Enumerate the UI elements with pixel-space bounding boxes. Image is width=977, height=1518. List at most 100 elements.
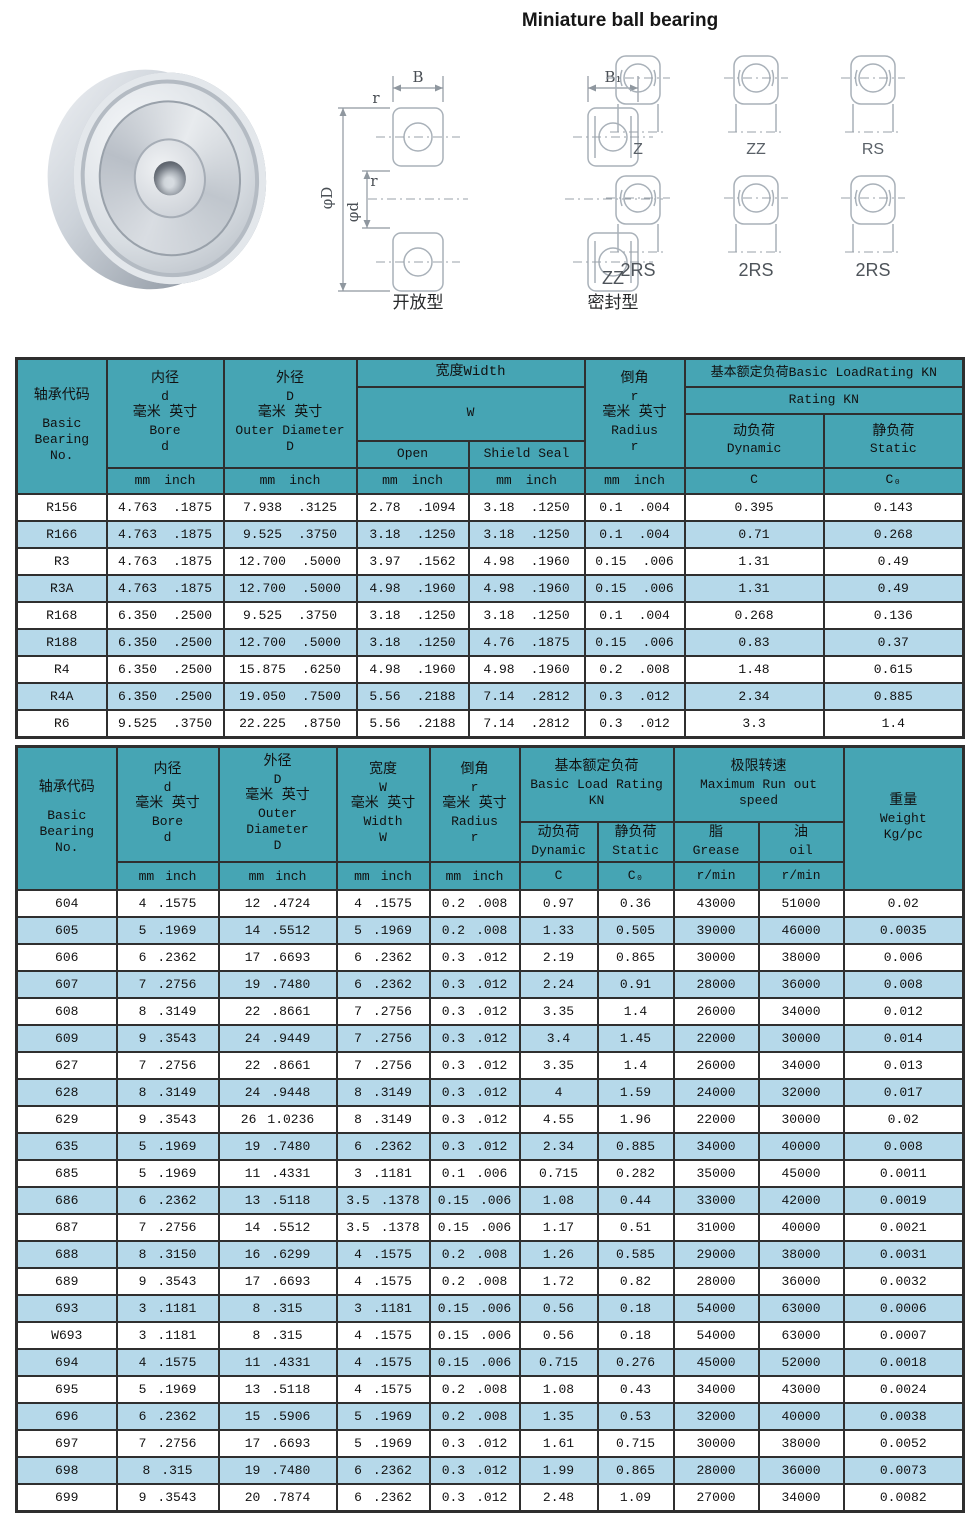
variant-icon-2rs-3: 2RS	[841, 175, 905, 280]
cell: 9.525.3750	[222, 519, 358, 549]
cell: 3.4	[518, 1024, 599, 1053]
cell: 11.4331	[217, 1159, 338, 1188]
label: Radius	[451, 813, 498, 829]
cell: 22.8661	[217, 997, 338, 1026]
cell: R6	[15, 708, 108, 738]
col-outer-diameter: 外径 D 毫米 英寸 Outer Diameter D	[222, 357, 358, 469]
label: Kg/pc	[883, 827, 923, 842]
cell: 9.525.3750	[105, 708, 225, 738]
cell: 4.98.1960	[467, 573, 586, 603]
label: W	[466, 405, 475, 421]
cell: 0.3.012	[428, 1051, 521, 1080]
cell: 11.4331	[217, 1348, 338, 1377]
cell: 7.2756	[335, 997, 431, 1026]
cell: 0.37	[822, 627, 965, 657]
label: Maximum Run out	[699, 776, 818, 792]
cell: 30000	[757, 1024, 845, 1053]
label: Basic Load Rating	[530, 776, 663, 792]
label: 静负荷	[614, 825, 657, 842]
cell: 17.6693	[217, 1267, 338, 1296]
label: 动负荷	[733, 423, 776, 440]
cell: 19.7480	[217, 1456, 338, 1485]
col-static: 静负荷 Static	[596, 821, 675, 863]
units-cell: r/min	[757, 861, 845, 891]
page-title: Miniature ball bearing	[521, 10, 719, 31]
cell: 0.3.012	[428, 1105, 521, 1134]
cell: 0.1.004	[583, 600, 686, 630]
label: Bore	[151, 813, 184, 829]
cell: 7.2756	[335, 1051, 431, 1080]
cell: 3.18.1250	[467, 492, 586, 522]
cell: 54000	[672, 1294, 760, 1323]
cell: 13.5118	[217, 1186, 338, 1215]
label: 轴承代码	[38, 780, 95, 797]
table-row: R6 9.525.3750 22.225.8750 5.56.2188 7.14.281…	[15, 708, 965, 738]
cell: 22000	[672, 1024, 760, 1053]
cell: 0.0011	[842, 1159, 965, 1188]
cell: 24.9449	[217, 1024, 338, 1053]
label: d	[161, 438, 169, 454]
label: d	[163, 829, 172, 845]
label: 基本额定负荷Basic LoadRating KN	[710, 364, 937, 380]
cell: 19.7480	[217, 1132, 338, 1161]
cell: 5.1969	[115, 916, 220, 945]
label: 毫米 英寸	[602, 405, 667, 422]
cell: 0.02	[842, 889, 965, 918]
label: 动负荷	[537, 825, 580, 842]
cell: R166	[15, 519, 108, 549]
cell: 26 1.0236	[217, 1105, 338, 1134]
cell: 0.56	[518, 1294, 599, 1323]
cell: 5.56.2188	[355, 681, 470, 711]
table-row: R168 6.350.2500 9.525.3750 3.18.1250 3.18.12…	[15, 600, 965, 630]
label: Basic	[42, 415, 82, 431]
col-radius: 倒角 r 毫米 英寸 Radius r	[428, 745, 521, 863]
table-row: R3 4.763.1875 12.700.5000 3.97.1562 4.98.196…	[15, 546, 965, 576]
cell: 4.76.1875	[467, 627, 586, 657]
cell: 45000	[672, 1348, 760, 1377]
label: 内径	[151, 371, 179, 388]
label: D	[286, 388, 294, 404]
cell: 3.1181	[115, 1294, 220, 1323]
cell: 0.0006	[842, 1294, 965, 1323]
cell: 19.7480	[217, 970, 338, 999]
cell: 0.143	[822, 492, 965, 522]
cell: 0.15.006	[428, 1348, 521, 1377]
cell: 8.3149	[335, 1078, 431, 1107]
units-cell: mm inch	[467, 466, 586, 495]
svg-text:2RS: 2RS	[620, 260, 655, 280]
label: Bore	[149, 422, 181, 438]
table-row: R188 6.350.2500 12.700.5000 3.18.1250 4.76.1…	[15, 627, 965, 657]
label: r	[630, 388, 639, 404]
cell: 26000	[672, 1051, 760, 1080]
cell: 0.0007	[842, 1321, 965, 1350]
cell: 3.18.1250	[467, 519, 586, 549]
cell: 0.0024	[842, 1375, 965, 1404]
cell: 6.2362	[115, 1402, 220, 1431]
label: Static	[612, 842, 659, 858]
table-row: 687 7.2756 14.5512 3.5.1378 0.15.006 1.17 0.51…	[15, 1213, 965, 1242]
cell: 0.15.006	[583, 573, 686, 603]
cell: 685	[15, 1159, 118, 1188]
cell: 17.6693	[217, 943, 338, 972]
cell: 629	[15, 1105, 118, 1134]
bearing-bore	[152, 158, 188, 198]
cell: 695	[15, 1375, 118, 1404]
cell: 0.97	[518, 889, 599, 918]
cell: 3.3	[683, 708, 825, 738]
cell: 0.012	[842, 997, 965, 1026]
label: r	[630, 438, 639, 454]
label: oil	[789, 842, 813, 858]
cell: 40000	[757, 1213, 845, 1242]
label: 静负荷	[872, 423, 915, 440]
cell: 12.700.5000	[222, 573, 358, 603]
cell: 22.8661	[217, 1051, 338, 1080]
col-bore: 内径 d 毫米 英寸 Bore d	[115, 745, 220, 863]
cell: 688	[15, 1240, 118, 1269]
cell: 8.3149	[115, 1078, 220, 1107]
cell: 4.1575	[335, 1321, 431, 1350]
cell: 8.3149	[335, 1105, 431, 1134]
cell: 34000	[757, 1483, 845, 1513]
col-static: 静负荷 Static	[822, 412, 965, 469]
cell: 1.45	[596, 1024, 675, 1053]
cell: 693	[15, 1294, 118, 1323]
